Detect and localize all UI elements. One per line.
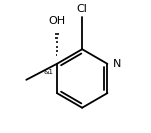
Text: OH: OH — [48, 16, 65, 26]
Text: N: N — [113, 59, 121, 69]
Text: &1: &1 — [43, 69, 53, 76]
Text: Cl: Cl — [77, 4, 88, 14]
